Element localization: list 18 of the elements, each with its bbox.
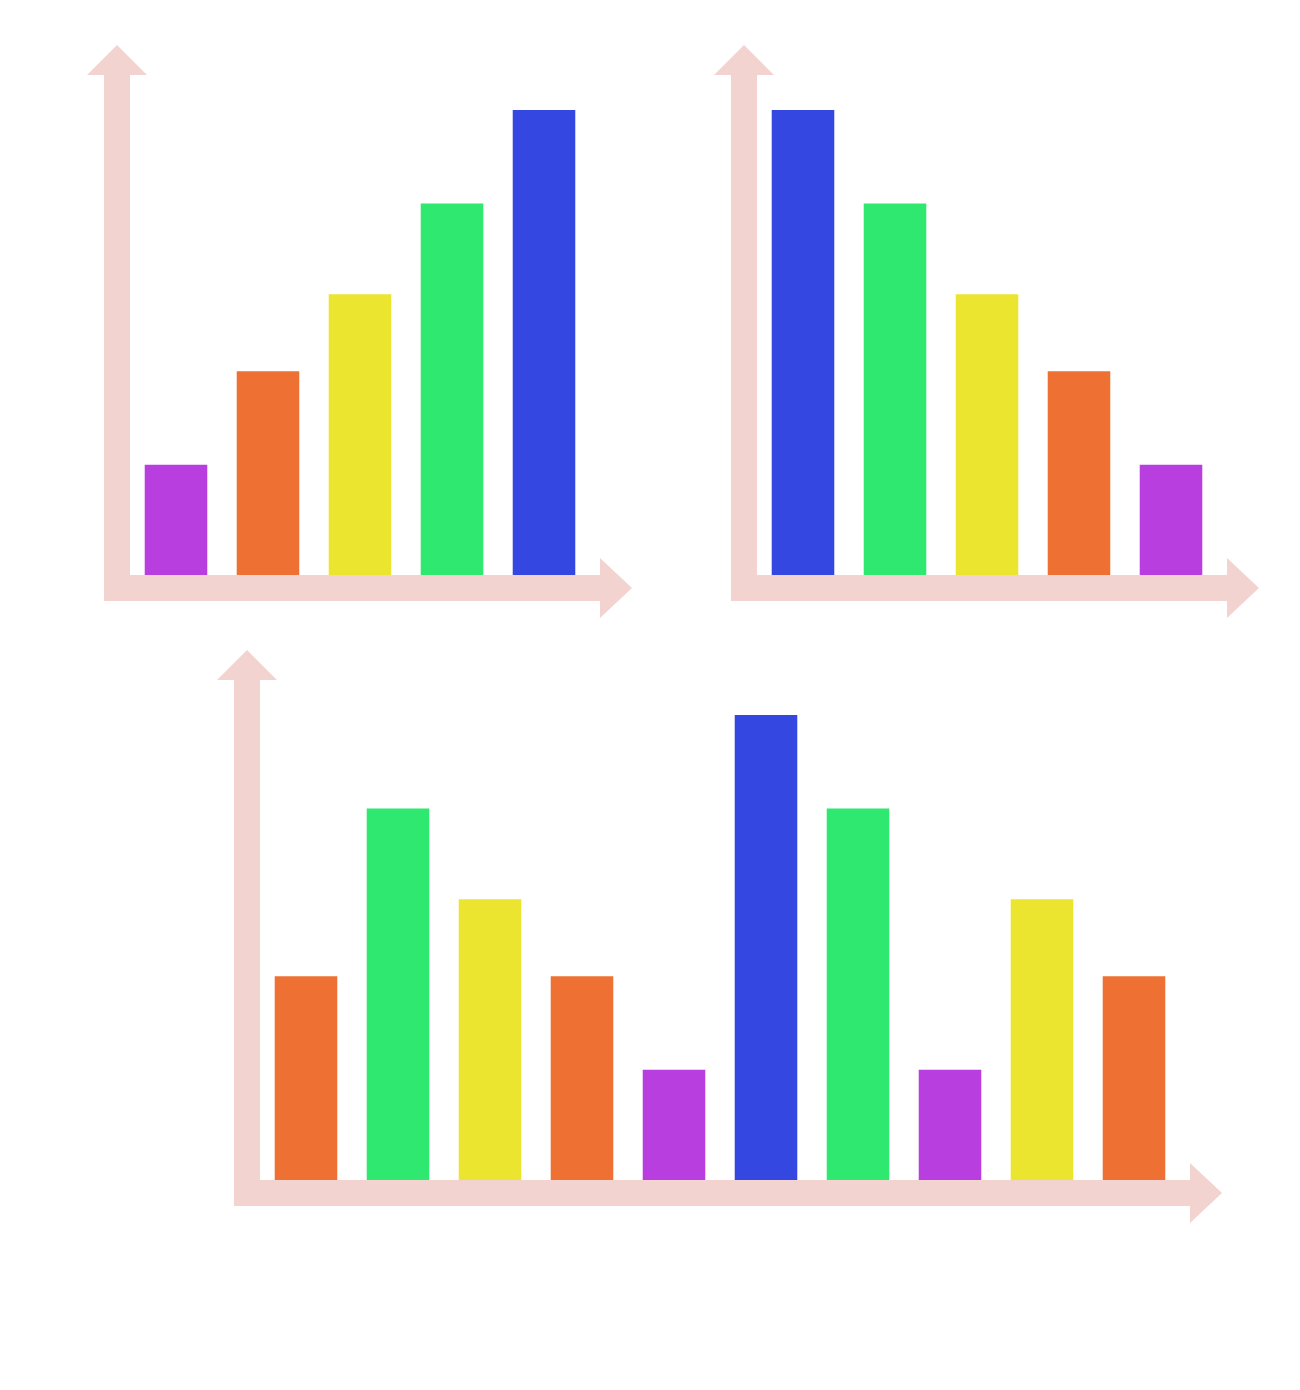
bar	[550, 976, 614, 1180]
bar	[328, 294, 392, 575]
bar	[420, 203, 484, 575]
bar	[1102, 976, 1166, 1180]
bar	[236, 371, 300, 575]
bar	[955, 294, 1019, 575]
bar	[826, 808, 890, 1180]
bar	[734, 715, 798, 1180]
bar	[458, 899, 522, 1180]
bar	[918, 1069, 982, 1180]
bar	[642, 1069, 706, 1180]
bar	[863, 203, 927, 575]
bar	[366, 808, 430, 1180]
bar	[1139, 464, 1203, 575]
bar	[144, 464, 208, 575]
bar	[1010, 899, 1074, 1180]
bar	[512, 110, 576, 575]
bar	[1047, 371, 1111, 575]
